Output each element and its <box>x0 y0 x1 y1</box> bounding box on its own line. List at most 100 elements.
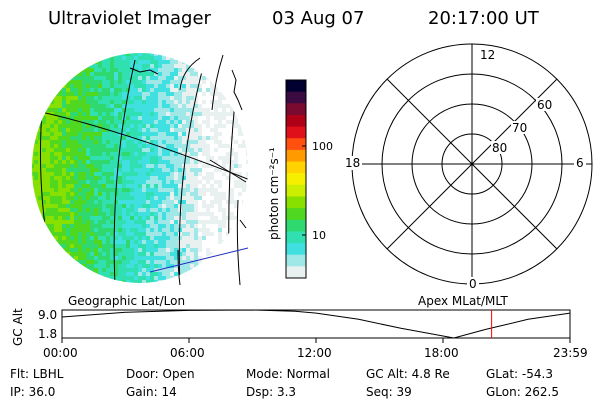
uv-pixel <box>218 104 222 108</box>
uv-pixel <box>170 112 174 116</box>
uv-pixel <box>66 208 70 212</box>
uv-pixel <box>114 84 118 88</box>
uv-pixel <box>90 156 94 160</box>
uv-pixel <box>194 92 198 96</box>
uv-pixel <box>178 112 182 116</box>
uv-pixel <box>70 196 74 200</box>
uv-pixel <box>230 148 234 152</box>
uv-pixel <box>70 224 74 228</box>
uv-pixel <box>170 236 174 240</box>
uv-pixel <box>106 212 110 216</box>
uv-pixel <box>58 168 62 172</box>
uv-pixel <box>54 120 58 124</box>
uv-pixel <box>154 136 158 140</box>
uv-pixel <box>126 272 130 276</box>
uv-pixel <box>234 204 238 208</box>
uv-pixel <box>98 256 102 260</box>
uv-pixel <box>150 244 154 248</box>
uv-pixel <box>54 108 58 112</box>
uv-pixel <box>110 176 114 180</box>
uv-pixel <box>166 84 170 88</box>
uv-pixel <box>122 192 126 196</box>
uv-pixel <box>238 184 242 188</box>
uv-pixel <box>54 224 58 228</box>
uv-pixel <box>170 172 174 176</box>
uv-pixel <box>174 204 178 208</box>
uv-pixel <box>130 168 134 172</box>
gc-alt-series-line <box>61 309 571 339</box>
colorbar-band <box>286 103 306 116</box>
uv-pixel <box>170 240 174 244</box>
uv-pixel <box>114 264 118 268</box>
uv-pixel <box>86 176 90 180</box>
uv-pixel <box>146 80 150 84</box>
uv-pixel <box>130 148 134 152</box>
uv-pixel <box>126 196 130 200</box>
uv-pixel <box>190 172 194 176</box>
uv-pixel <box>174 272 178 276</box>
uv-pixel <box>82 128 86 132</box>
uv-pixel <box>138 120 142 124</box>
uv-pixel <box>174 88 178 92</box>
uv-pixel <box>166 172 170 176</box>
uv-pixel <box>106 240 110 244</box>
uv-pixel <box>142 280 146 283</box>
uv-pixel <box>222 164 226 168</box>
uv-pixel <box>182 100 186 104</box>
uv-pixel <box>54 236 58 240</box>
uv-pixel <box>138 280 142 283</box>
uv-pixel <box>78 196 82 200</box>
uv-pixel <box>150 64 154 68</box>
uv-pixel <box>42 208 46 212</box>
uv-pixel <box>32 176 34 180</box>
uv-pixel <box>46 188 50 192</box>
uv-pixel <box>62 204 66 208</box>
uv-pixel <box>102 248 106 252</box>
uv-pixel <box>126 112 130 116</box>
uv-pixel <box>214 188 218 192</box>
colorbar-band <box>286 161 306 174</box>
uv-pixel <box>158 68 162 72</box>
uv-pixel <box>138 100 142 104</box>
uv-pixel <box>226 160 230 164</box>
uv-pixel <box>98 136 102 140</box>
uv-pixel <box>194 104 198 108</box>
uv-pixel <box>142 260 146 264</box>
uv-pixel <box>114 228 118 232</box>
uv-pixel <box>134 260 138 264</box>
uv-pixel <box>106 268 110 272</box>
uv-pixel <box>146 240 150 244</box>
uv-pixel <box>58 148 62 152</box>
uv-pixel <box>158 220 162 224</box>
uv-pixel <box>154 188 158 192</box>
uv-pixel <box>66 84 70 88</box>
uv-pixel <box>202 136 206 140</box>
uv-pixel <box>110 140 114 144</box>
uv-pixel <box>146 276 150 280</box>
uv-pixel <box>94 260 98 264</box>
uv-pixel <box>78 164 82 168</box>
uv-pixel <box>66 100 70 104</box>
uv-pixel <box>154 280 158 283</box>
uv-pixel <box>150 180 154 184</box>
uv-pixel <box>126 240 130 244</box>
uv-pixel <box>110 168 114 172</box>
uv-pixel <box>182 64 186 68</box>
uv-pixel <box>186 76 190 80</box>
uv-pixel <box>50 184 54 188</box>
uv-pixel <box>174 236 178 240</box>
uv-pixel <box>62 148 66 152</box>
uv-pixel <box>182 132 186 136</box>
uv-pixel <box>50 152 54 156</box>
uv-pixel <box>118 156 122 160</box>
uv-pixel <box>138 84 142 88</box>
uv-pixel <box>174 220 178 224</box>
uv-pixel <box>146 168 150 172</box>
uv-pixel <box>70 80 74 84</box>
uv-pixel <box>110 104 114 108</box>
uv-pixel <box>70 84 74 88</box>
uv-pixel <box>154 80 158 84</box>
uv-pixel <box>122 84 126 88</box>
uv-pixel <box>194 224 198 228</box>
uv-pixel <box>162 96 166 100</box>
